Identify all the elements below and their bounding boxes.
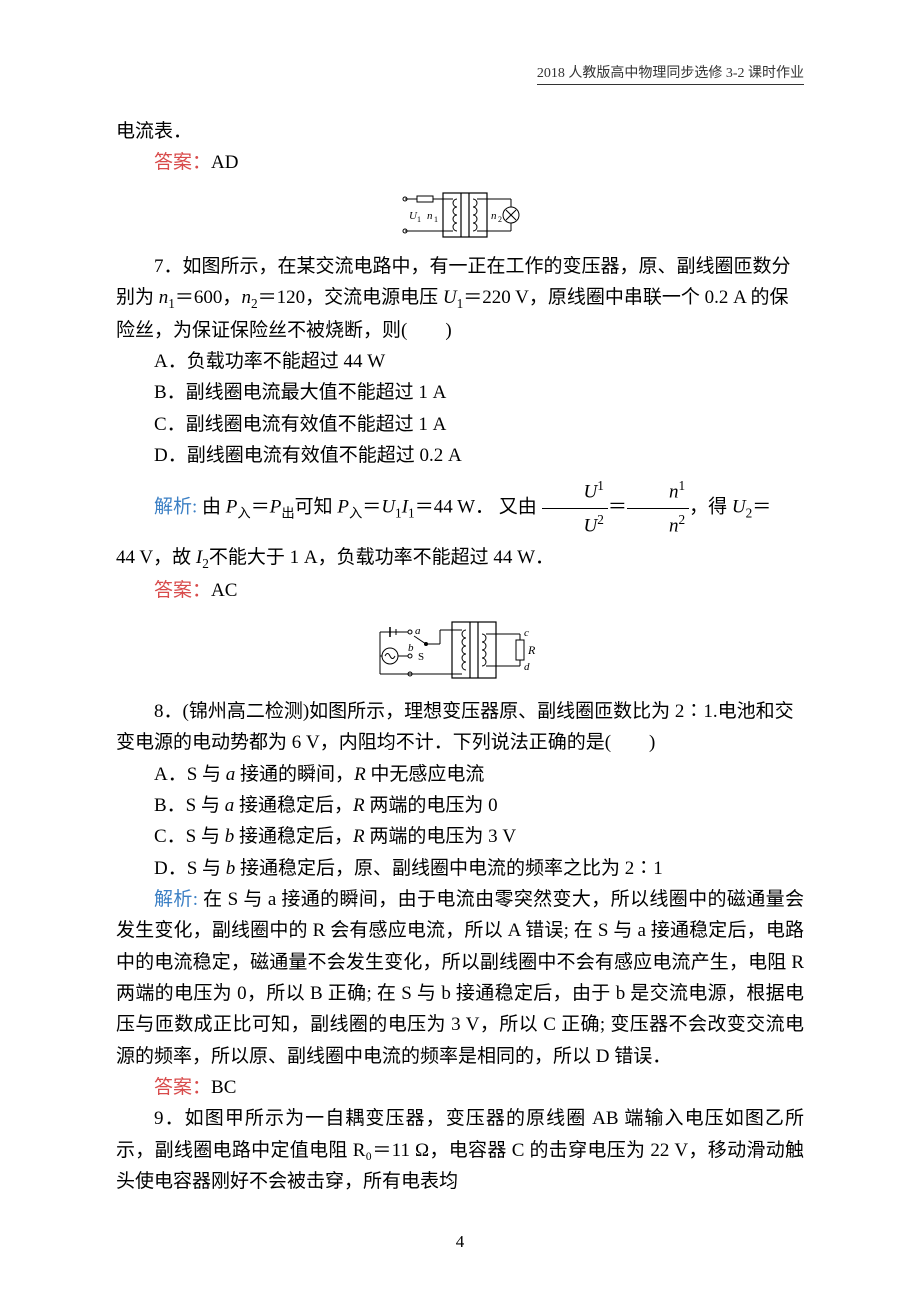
figure-7: U 1 n 1 n 2 xyxy=(116,185,804,245)
q7-opt-b: B．副线圈电流最大值不能超过 1 A xyxy=(116,377,804,408)
fraction-U: U1 U2 xyxy=(542,475,608,541)
page-header: 2018 人教版高中物理同步选修 3-2 课时作业 xyxy=(537,62,804,85)
answer-text: AC xyxy=(211,580,237,601)
svg-text:n: n xyxy=(491,210,497,222)
q8-opt-b: B．S 与 a 接通稳定后，R 两端的电压为 0 xyxy=(116,790,804,821)
analysis-label: 解析: xyxy=(154,889,198,910)
svg-text:1: 1 xyxy=(434,215,438,224)
svg-text:S: S xyxy=(418,651,424,663)
fraction-n: n1 n2 xyxy=(627,475,689,541)
svg-text:a: a xyxy=(415,625,421,637)
q7-opt-c: C．副线圈电流有效值不能超过 1 A xyxy=(116,409,804,440)
svg-text:c: c xyxy=(524,627,529,639)
q7-analysis-line2: 44 V，故 I2不能大于 1 A，负载功率不能超过 44 W． xyxy=(116,542,804,575)
page-number: 4 xyxy=(456,1232,465,1252)
q6-answer: 答案：AD xyxy=(116,147,804,178)
page-content: 电流表． 答案：AD U 1 xyxy=(116,116,804,1197)
q7-analysis: 解析: 由 P入＝P出可知 P入＝U1I1＝44 W． 又由 U1 U2 ＝ n… xyxy=(116,475,804,541)
transformer-circuit-7: U 1 n 1 n 2 xyxy=(385,185,535,245)
q8-opt-d: D．S 与 b 接通稳定后，原、副线圈中电流的频率之比为 2∶1 xyxy=(116,853,804,884)
q8-opt-c: C．S 与 b 接通稳定后，R 两端的电压为 3 V xyxy=(116,821,804,852)
svg-text:d: d xyxy=(524,661,530,673)
q7-opt-a: A．负载功率不能超过 44 W xyxy=(116,346,804,377)
q7-answer: 答案：AC xyxy=(116,575,804,606)
answer-label: 答案： xyxy=(154,1077,211,1098)
analysis-label: 解析: xyxy=(154,497,197,518)
q7-opt-d: D．副线圈电流有效值不能超过 0.2 A xyxy=(116,440,804,471)
transformer-circuit-8: a b S R c xyxy=(360,612,560,690)
q8-analysis: 解析: 在 S 与 a 接通的瞬间，由于电流由零突然变大，所以线圈中的磁通量会发… xyxy=(116,884,804,1072)
q6-tail-line: 电流表． xyxy=(116,116,804,147)
q9-stem: 9．如图甲所示为一自耦变压器，变压器的原线圈 AB 端输入电压如图乙所示，副线圈… xyxy=(116,1103,804,1197)
answer-label: 答案： xyxy=(154,152,211,173)
answer-text: BC xyxy=(211,1077,236,1098)
figure-8: a b S R c xyxy=(116,612,804,690)
answer-label: 答案： xyxy=(154,580,211,601)
q8-stem: 8．(锦州高二检测)如图所示，理想变压器原、副线圈匝数比为 2∶1.电池和交变电… xyxy=(116,696,804,759)
svg-text:2: 2 xyxy=(498,215,502,224)
svg-text:1: 1 xyxy=(417,215,421,224)
q8-opt-a: A．S 与 a 接通的瞬间，R 中无感应电流 xyxy=(116,759,804,790)
q7-stem: 7．如图所示，在某交流电路中，有一正在工作的变压器，原、副线圈匝数分别为 n1＝… xyxy=(116,251,804,346)
answer-text: AD xyxy=(211,152,238,173)
svg-text:R: R xyxy=(527,643,536,657)
svg-text:b: b xyxy=(408,642,414,654)
svg-text:n: n xyxy=(427,210,433,222)
q8-answer: 答案：BC xyxy=(116,1072,804,1103)
